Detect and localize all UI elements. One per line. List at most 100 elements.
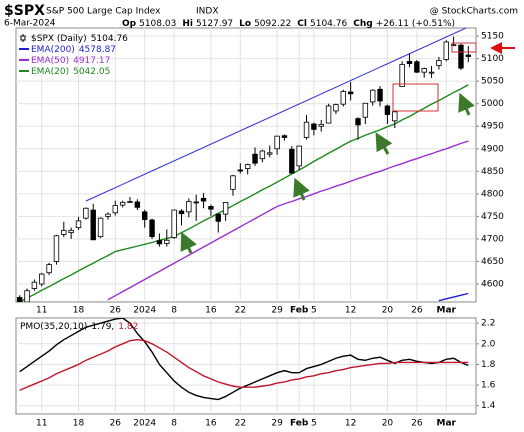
candle-body — [355, 118, 361, 126]
candle-body — [377, 88, 383, 102]
change-label: Chg — [353, 19, 372, 29]
y-tick-label: 4800 — [481, 189, 504, 199]
candle-body — [127, 201, 133, 203]
candle-body — [443, 41, 449, 60]
candle-body — [83, 207, 89, 219]
x-tick-label: 20 — [382, 306, 394, 316]
legend-value: 5042.05 — [73, 67, 110, 77]
x-tick-label: Feb — [290, 306, 309, 316]
quote-label: Cl — [297, 19, 307, 29]
x-tick-label: 12 — [345, 306, 356, 316]
pmo-value: 1.82 — [118, 322, 138, 332]
y-tick-label: 5050 — [481, 77, 504, 87]
x-tick-label: 26 — [110, 306, 122, 316]
pmo-panel — [15, 317, 477, 415]
candle-body — [347, 91, 354, 95]
candle-body — [200, 197, 207, 202]
x-tick-label: 8 — [171, 419, 177, 429]
y-tick-label: 1.8 — [481, 360, 496, 370]
legend-value: 5104.76 — [91, 34, 128, 44]
legend-entry: EMA(20) 5042.05 — [31, 67, 110, 77]
exchange: INDX — [196, 7, 218, 17]
candle-body — [186, 201, 192, 213]
candle-body — [208, 206, 214, 210]
y-tick-label: 1.6 — [481, 381, 496, 391]
candle-body — [384, 105, 391, 115]
candle-body — [252, 153, 258, 164]
candle-body — [237, 169, 244, 172]
candle-body — [267, 152, 273, 155]
candle-body — [105, 213, 111, 217]
y-tick-label: 5000 — [481, 99, 504, 109]
y-tick-label: 5150 — [481, 32, 504, 42]
candle-body — [333, 104, 339, 112]
pmo-plot — [19, 318, 469, 401]
candle-body — [75, 220, 82, 229]
quote-value: 5127.97 — [196, 19, 233, 29]
x-tick-label: Feb — [290, 419, 309, 429]
candle-body — [193, 201, 199, 204]
line-series — [19, 338, 469, 391]
candle-body — [142, 211, 148, 220]
y-tick-label: 4900 — [481, 144, 504, 154]
pmo-value: 1.79, — [91, 322, 114, 332]
x-tick-label: Mar — [437, 306, 457, 316]
candle-body — [134, 201, 141, 208]
quote-label: Lo — [239, 19, 251, 29]
candle-body — [90, 209, 96, 241]
candle-body — [46, 264, 52, 274]
candle-body — [340, 91, 346, 105]
y-tick-label: 4950 — [481, 122, 504, 132]
x-tick-label: 11 — [36, 306, 47, 316]
green-arrow — [375, 132, 393, 155]
candle-body — [156, 240, 163, 245]
change-value: +26.11 (+0.51%) — [376, 19, 455, 29]
x-tick-label: 2024 — [133, 419, 156, 429]
green-arrow — [458, 92, 475, 116]
y-tick-label: 2.0 — [481, 339, 496, 349]
price-plot — [16, 28, 472, 302]
x-tick-label: 18 — [73, 306, 85, 316]
x-tick-label: 29 — [271, 419, 283, 429]
line-series — [438, 292, 469, 302]
date: 6-Mar-2024 — [4, 19, 56, 29]
candle-body — [16, 297, 23, 302]
x-tick-label: 2024 — [133, 306, 156, 316]
candle-body — [436, 60, 442, 66]
highlight-box — [392, 83, 439, 112]
x-tick-label: 16 — [205, 419, 217, 429]
candle-body — [149, 219, 155, 238]
quote-label: Op — [122, 19, 137, 29]
candle-body — [370, 89, 376, 103]
candle-body — [230, 175, 236, 190]
legend-name: EMA(50) — [31, 56, 69, 66]
x-tick-label: 26 — [110, 419, 122, 429]
quote: Op 5108.03 Hi 5127.97 Lo 5092.22 Cl 5104.76 Chg +… — [122, 19, 455, 29]
x-tick-label: 22 — [235, 419, 246, 429]
candle-body — [164, 239, 170, 244]
y-tick-label: 4700 — [481, 234, 504, 244]
candle-body — [178, 210, 185, 215]
legend-name: EMA(20) — [31, 67, 69, 77]
y-tick-label: 1.4 — [481, 401, 496, 411]
candle-body — [289, 148, 295, 174]
y-tick-label: 4600 — [481, 279, 504, 289]
candle-body — [392, 111, 398, 122]
line-series — [107, 140, 469, 301]
candle-body — [119, 202, 126, 206]
candle-body — [465, 54, 472, 57]
candle-body — [31, 281, 38, 289]
y-tick-label: 2.2 — [481, 319, 495, 329]
quote-value: 5104.76 — [310, 19, 347, 29]
candle-body — [112, 205, 118, 214]
candle-body — [303, 121, 310, 138]
x-tick-label: 11 — [36, 419, 47, 429]
green-arrow — [180, 231, 197, 254]
candle-body — [244, 164, 251, 170]
pmo-legend: PMO(35,20,10) 1.79, 1.82 — [20, 322, 138, 332]
candle-body — [450, 44, 457, 47]
x-tick-label: 12 — [345, 419, 356, 429]
candle-body — [296, 145, 302, 167]
candle-body — [39, 273, 45, 285]
